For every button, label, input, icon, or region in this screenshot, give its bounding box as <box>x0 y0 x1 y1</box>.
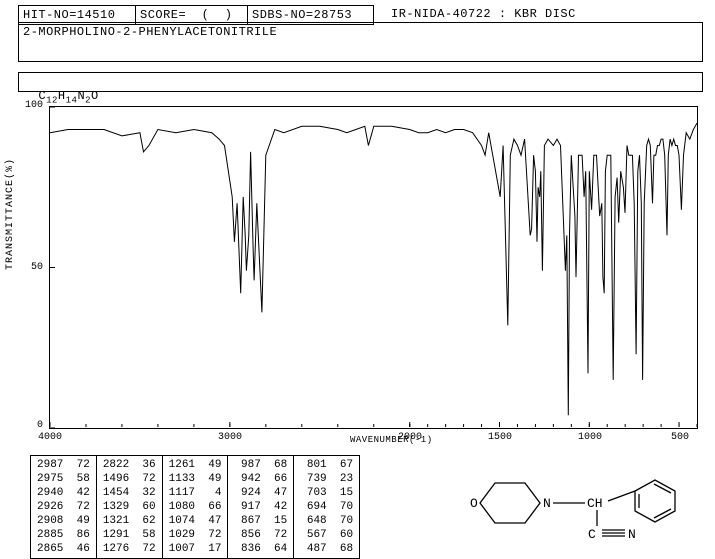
ytick-50: 50 <box>18 262 43 273</box>
xtick-3000: 3000 <box>210 432 250 443</box>
spectrum-chart <box>49 106 698 429</box>
xtick-500: 500 <box>660 432 700 443</box>
peak-table: 2987 72 2975 58 2940 42 2926 72 2908 49 … <box>30 455 360 559</box>
svg-text:N: N <box>628 527 636 542</box>
compound-name-box: 2-MORPHOLINO-2-PHENYLACETONITRILE <box>18 22 703 62</box>
peak-col-2: 2822 36 1496 72 1454 32 1329 60 1321 62 … <box>97 456 163 558</box>
svg-text:C: C <box>588 527 596 542</box>
ytick-0: 0 <box>18 420 43 431</box>
formula-box: C12H14N2O <box>18 72 703 92</box>
x-axis-label: WAVENUMBER(-1) <box>350 435 433 445</box>
svg-text:CH: CH <box>587 496 603 511</box>
peak-col-1: 2987 72 2975 58 2940 42 2926 72 2908 49 … <box>31 456 97 558</box>
xtick-1500: 1500 <box>480 432 520 443</box>
peak-col-3: 1261 49 1133 49 1117 4 1080 66 1074 47 1… <box>163 456 229 558</box>
ytick-100: 100 <box>18 100 43 111</box>
formula-text: C12H14N2O <box>38 89 98 103</box>
peak-col-5: 801 67 739 23 703 15 694 70 648 70 567 6… <box>294 456 359 558</box>
xtick-4000: 4000 <box>30 432 70 443</box>
y-axis-label: TRANSMITTANCE(%) <box>5 158 16 270</box>
svg-text:N: N <box>543 496 551 511</box>
xtick-1000: 1000 <box>570 432 610 443</box>
ir-info: IR-NIDA-40722 : KBR DISC <box>387 5 703 23</box>
molecular-structure: O N CH C N <box>460 458 710 548</box>
peak-col-4: 987 68 942 66 924 47 917 42 867 15 856 7… <box>228 456 294 558</box>
svg-text:O: O <box>470 496 478 511</box>
